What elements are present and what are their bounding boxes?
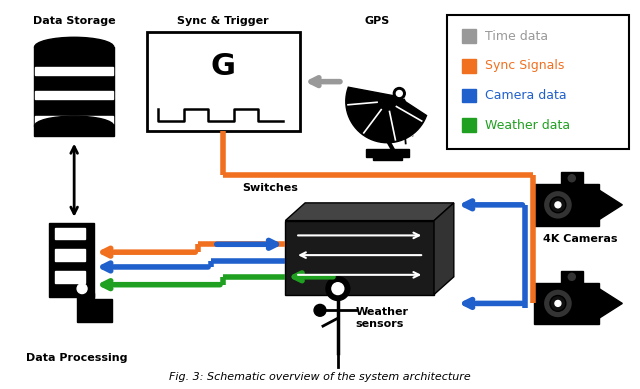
Bar — [461, 89, 476, 102]
Polygon shape — [434, 203, 454, 294]
Text: Data Storage: Data Storage — [33, 16, 115, 26]
Bar — [35, 67, 113, 75]
Circle shape — [77, 284, 87, 294]
Bar — [35, 91, 113, 99]
Polygon shape — [598, 287, 622, 319]
Bar — [534, 283, 598, 324]
Bar — [35, 116, 113, 124]
Text: G: G — [211, 53, 236, 81]
Bar — [55, 228, 85, 239]
Polygon shape — [77, 300, 112, 322]
Bar — [372, 154, 403, 161]
Text: Fig. 3: Schematic overview of the system architecture: Fig. 3: Schematic overview of the system… — [169, 372, 471, 382]
Circle shape — [394, 88, 405, 99]
Bar — [55, 271, 85, 283]
Bar — [35, 47, 114, 136]
Circle shape — [567, 173, 577, 183]
Circle shape — [550, 296, 566, 311]
Circle shape — [332, 283, 344, 294]
Circle shape — [326, 277, 349, 300]
Text: Sync Signals: Sync Signals — [484, 60, 564, 72]
Text: Camera data: Camera data — [484, 89, 566, 102]
Text: Weather data: Weather data — [484, 119, 570, 131]
Circle shape — [543, 190, 573, 220]
Bar — [147, 32, 300, 131]
Bar — [49, 223, 94, 296]
Text: Data Processing: Data Processing — [26, 353, 128, 363]
Bar — [461, 118, 476, 132]
Circle shape — [314, 305, 326, 316]
Bar — [534, 184, 598, 226]
Text: 4K Cameras: 4K Cameras — [543, 234, 618, 244]
Polygon shape — [77, 293, 94, 300]
Polygon shape — [285, 221, 434, 294]
Polygon shape — [346, 87, 426, 143]
Text: Weather
sensors: Weather sensors — [356, 307, 409, 329]
Ellipse shape — [35, 116, 114, 136]
Circle shape — [543, 289, 573, 318]
Circle shape — [550, 197, 566, 213]
Text: GPS: GPS — [365, 16, 390, 26]
Text: Switches: Switches — [243, 183, 298, 193]
Polygon shape — [598, 189, 622, 221]
Bar — [365, 149, 409, 156]
Circle shape — [555, 202, 561, 208]
Text: Sync & Trigger: Sync & Trigger — [177, 16, 269, 26]
Circle shape — [567, 272, 577, 282]
Bar — [55, 249, 85, 261]
Bar — [461, 30, 476, 43]
Bar — [561, 271, 582, 283]
Bar — [561, 172, 582, 184]
Text: Time data: Time data — [484, 30, 548, 43]
Ellipse shape — [35, 37, 114, 57]
Circle shape — [555, 300, 561, 307]
Circle shape — [396, 91, 403, 96]
Bar — [447, 15, 629, 149]
Polygon shape — [285, 203, 454, 221]
Bar — [461, 59, 476, 73]
